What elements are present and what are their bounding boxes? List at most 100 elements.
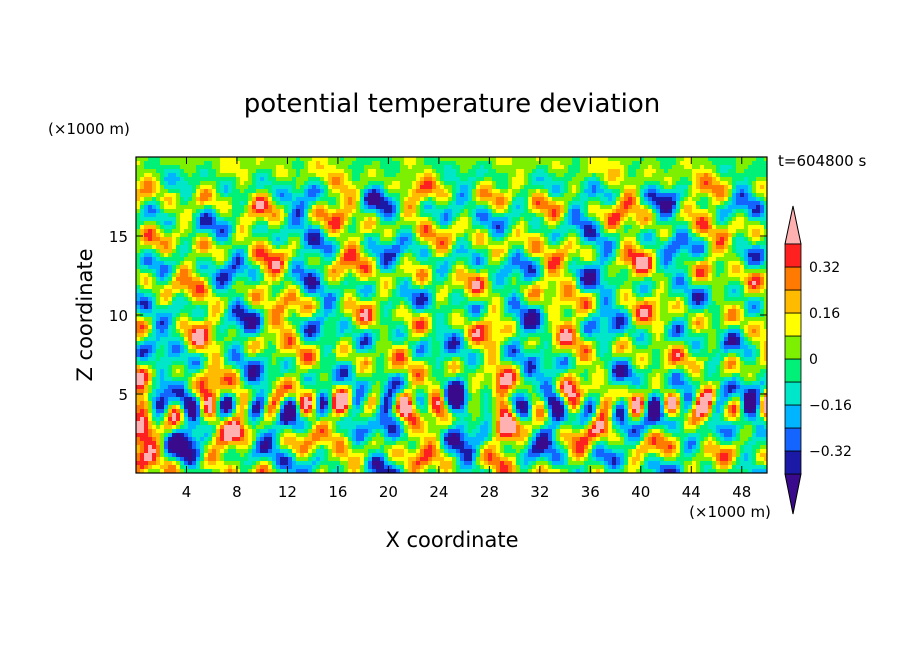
field-cell: [264, 213, 269, 218]
field-cell: [620, 241, 625, 246]
field-cell: [272, 221, 277, 226]
field-cell: [152, 233, 157, 238]
field-cell: [204, 245, 209, 250]
field-cell: [720, 253, 725, 258]
field-cell: [492, 253, 497, 258]
field-cell: [688, 209, 693, 214]
field-cell: [704, 169, 709, 174]
field-cell: [288, 177, 293, 182]
field-cell: [268, 273, 273, 278]
field-cell: [452, 161, 457, 166]
field-cell: [444, 261, 449, 266]
field-cell: [224, 237, 229, 242]
field-cell: [408, 229, 413, 234]
field-cell: [728, 181, 733, 186]
field-cell: [572, 225, 577, 230]
field-cell: [204, 269, 209, 274]
field-cell: [612, 245, 617, 250]
field-cell: [304, 157, 309, 162]
field-cell: [504, 237, 509, 242]
field-cell: [568, 217, 573, 222]
field-cell: [492, 217, 497, 222]
field-cell: [576, 221, 581, 226]
field-cell: [272, 173, 277, 178]
field-cell: [540, 165, 545, 170]
field-cell: [732, 205, 737, 210]
field-cell: [420, 221, 425, 226]
field-cell: [180, 233, 185, 238]
field-cell: [604, 217, 609, 222]
field-cell: [564, 253, 569, 258]
field-cell: [256, 281, 261, 286]
field-cell: [420, 277, 425, 282]
field-cell: [740, 217, 745, 222]
field-cell: [676, 189, 681, 194]
field-cell: [184, 165, 189, 170]
field-cell: [568, 249, 573, 254]
field-cell: [680, 273, 685, 278]
field-cell: [396, 213, 401, 218]
field-cell: [628, 233, 633, 238]
field-cell: [328, 177, 333, 182]
field-cell: [568, 237, 573, 242]
field-cell: [352, 221, 357, 226]
field-cell: [744, 193, 749, 198]
field-cell: [468, 277, 473, 282]
field-cell: [504, 249, 509, 254]
field-cell: [508, 165, 513, 170]
field-cell: [232, 193, 237, 198]
field-cell: [616, 205, 621, 210]
field-cell: [504, 221, 509, 226]
field-cell: [352, 225, 357, 230]
field-cell: [500, 173, 505, 178]
field-cell: [512, 161, 517, 166]
field-cell: [384, 213, 389, 218]
field-cell: [312, 209, 317, 214]
field-cell: [468, 161, 473, 166]
field-cell: [288, 277, 293, 282]
field-cell: [672, 229, 677, 234]
field-cell: [672, 197, 677, 202]
field-cell: [440, 205, 445, 210]
field-cell: [152, 201, 157, 206]
field-cell: [312, 229, 317, 234]
field-cell: [688, 173, 693, 178]
field-cell: [760, 157, 765, 162]
field-cell: [676, 201, 681, 206]
field-cell: [364, 277, 369, 282]
field-cell: [564, 225, 569, 230]
field-cell: [516, 217, 521, 222]
field-cell: [752, 273, 757, 278]
field-cell: [676, 205, 681, 210]
field-cell: [400, 277, 405, 282]
field-cell: [248, 229, 253, 234]
field-cell: [580, 241, 585, 246]
field-cell: [452, 165, 457, 170]
field-cell: [452, 261, 457, 266]
field-cell: [384, 165, 389, 170]
field-cell: [540, 225, 545, 230]
field-cell: [392, 157, 397, 162]
field-cell: [164, 273, 169, 278]
field-cell: [652, 277, 657, 282]
field-cell: [192, 261, 197, 266]
field-cell: [224, 193, 229, 198]
field-cell: [372, 229, 377, 234]
field-cell: [172, 193, 177, 198]
field-cell: [584, 205, 589, 210]
field-cell: [360, 181, 365, 186]
field-cell: [612, 229, 617, 234]
field-cell: [256, 277, 261, 282]
field-cell: [228, 249, 233, 254]
field-cell: [584, 265, 589, 270]
field-cell: [516, 169, 521, 174]
field-cell: [656, 225, 661, 230]
field-cell: [508, 225, 513, 230]
field-cell: [664, 245, 669, 250]
field-cell: [544, 201, 549, 206]
field-cell: [612, 189, 617, 194]
field-cell: [504, 261, 509, 266]
field-cell: [536, 161, 541, 166]
field-cell: [320, 225, 325, 230]
field-cell: [236, 241, 241, 246]
